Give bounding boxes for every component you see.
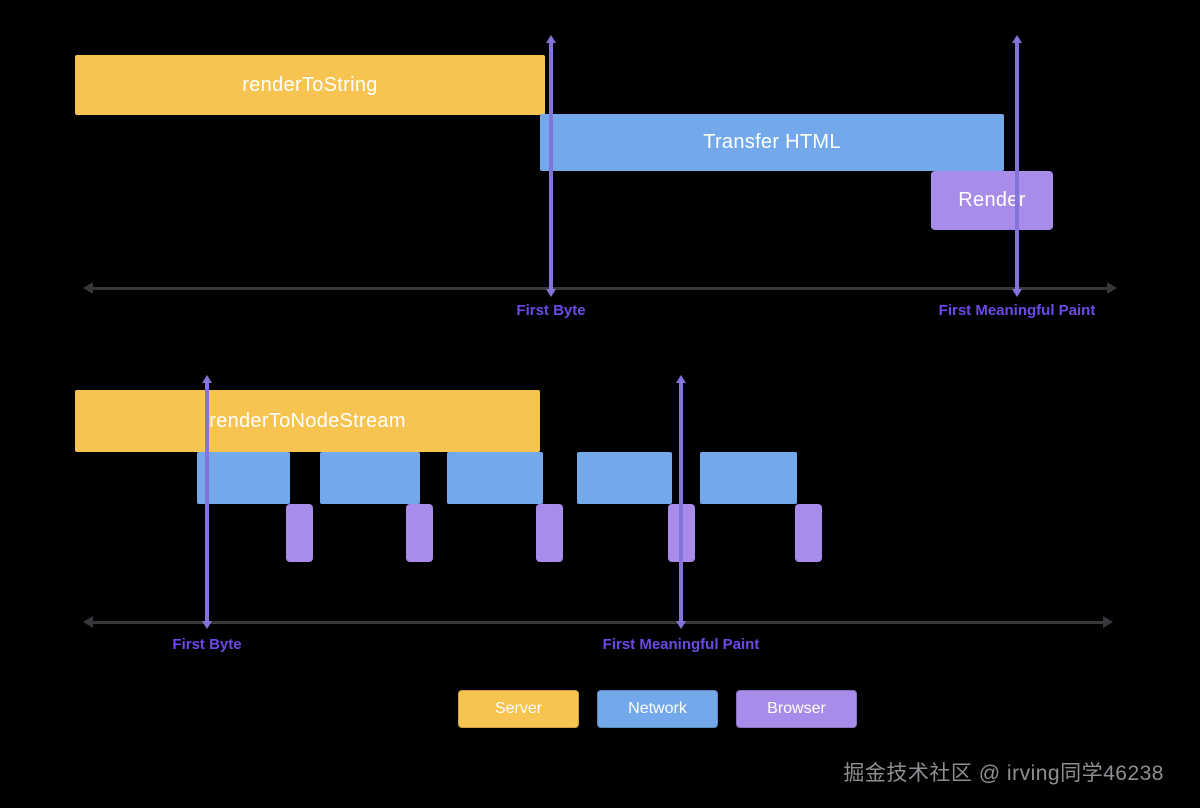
bar-label-rendertonodestream: renderToNodeStream	[209, 409, 406, 432]
timeline-axis-rendertostring	[83, 282, 1117, 294]
browser-chunk-2-7	[406, 504, 433, 562]
legend-label-browser: Browser	[767, 700, 826, 717]
legend-label-server: Server	[494, 700, 543, 717]
marker-first-byte-1	[546, 35, 556, 297]
marker-label-first-meaningful-paint-2: First Meaningful Paint	[602, 636, 760, 653]
marker-first-meaningful-paint-1	[1012, 35, 1022, 297]
legend-item-browser: Browser	[736, 690, 857, 728]
network-chunk-2-5	[700, 452, 797, 504]
bar-render: Render	[931, 171, 1053, 230]
watermark-text: 掘金技术社区 @ irving同学46238	[843, 762, 1164, 785]
browser-chunk-2-8	[536, 504, 563, 562]
timeline-axis-rendertonodestream	[83, 616, 1113, 628]
browser-chunk-2-10	[795, 504, 822, 562]
network-chunk-2-2	[320, 452, 420, 504]
legend: Server Network Browser	[458, 690, 857, 728]
network-chunk-2-4	[577, 452, 672, 504]
legend-item-server: Server	[458, 690, 579, 728]
marker-first-byte-2	[202, 375, 212, 629]
marker-label-first-byte-2: First Byte	[172, 636, 242, 653]
browser-chunk-2-6	[286, 504, 313, 562]
bar-label-rendertostring: renderToString	[242, 73, 378, 96]
marker-first-meaningful-paint-2	[676, 375, 686, 629]
marker-label-first-byte-1: First Byte	[516, 302, 586, 319]
bar-label-render: Render	[958, 189, 1026, 211]
bar-rendertonodestream: renderToNodeStream	[75, 390, 540, 452]
bar-rendertostring: renderToString	[75, 55, 545, 115]
network-chunk-2-1	[197, 452, 290, 504]
legend-label-network: Network	[628, 700, 687, 717]
legend-item-network: Network	[597, 690, 718, 728]
bar-transfer-html: Transfer HTML	[540, 114, 1004, 171]
marker-label-first-meaningful-paint-1: First Meaningful Paint	[938, 302, 1096, 319]
network-chunk-2-3	[447, 452, 543, 504]
bar-label-transfer-html: Transfer HTML	[703, 131, 841, 153]
